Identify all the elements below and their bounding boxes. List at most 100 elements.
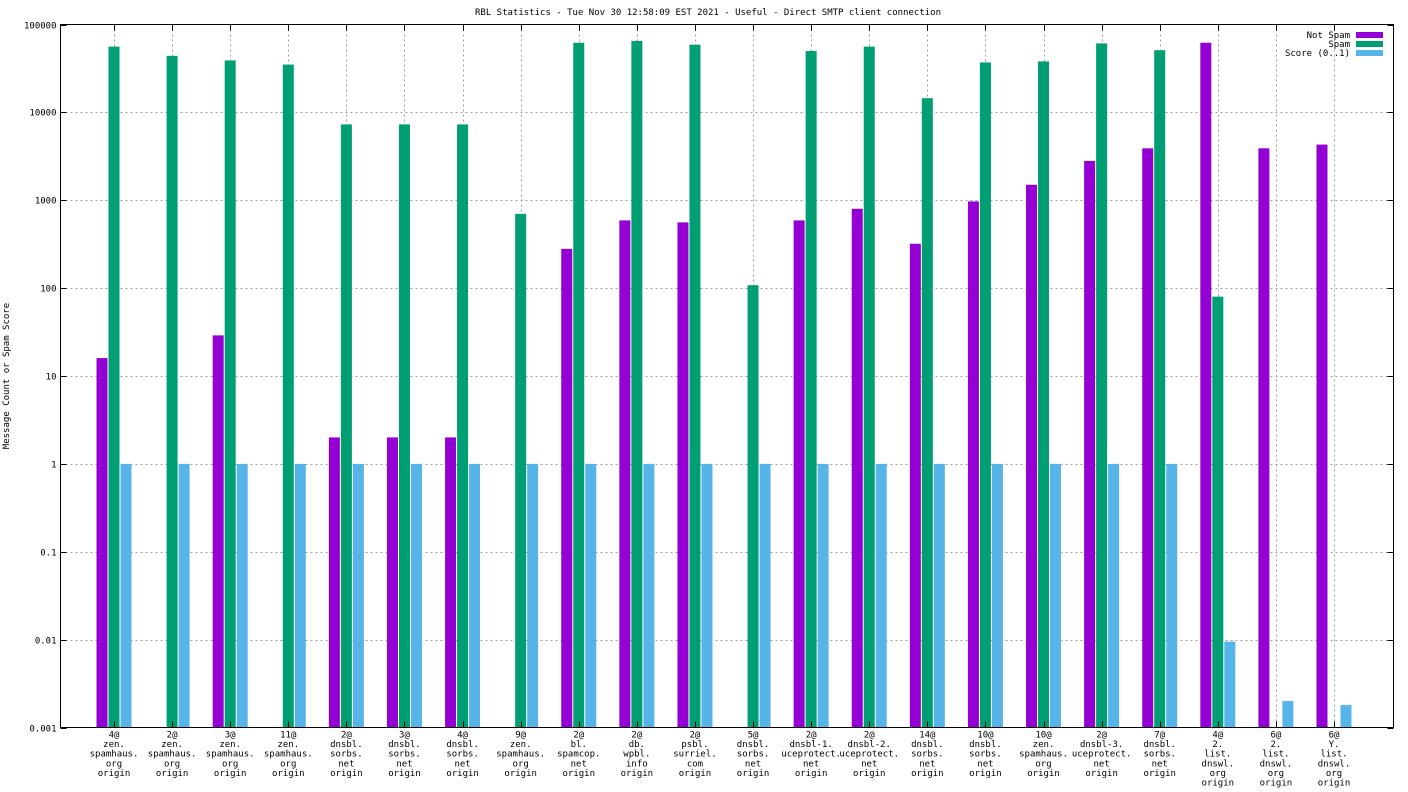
x-category-label: 5@ dnsbl. sorbs. net origin — [737, 731, 770, 779]
x-category-label-line: 4@ — [1212, 731, 1223, 741]
x-category-label-line: origin — [446, 769, 479, 779]
bar-spam — [108, 46, 120, 728]
bar-score-0-1 — [817, 463, 829, 728]
bar-score-0-1 — [701, 463, 713, 728]
x-category-label: 6@ Y. list. dnswl. org origin — [1318, 731, 1351, 789]
bar-score-0-1 — [875, 463, 887, 728]
x-category-label-line: dnsbl-2. — [848, 740, 891, 750]
x-category-label-line: dnsbl. — [446, 740, 479, 750]
y-tick-label: 10000 — [29, 109, 56, 119]
x-category-label-line: dnswl. — [1260, 759, 1293, 769]
x-category-label-line: list. — [1204, 750, 1231, 760]
x-category-label-line: 2@ — [1096, 731, 1107, 741]
x-category-label-line: origin — [1027, 769, 1060, 779]
x-category-label-line: net — [861, 759, 877, 769]
bar-not-spam — [445, 437, 457, 728]
x-category-label-line: info — [626, 759, 648, 769]
x-category-label-line: 10@ — [977, 731, 994, 741]
x-category-label-line: 4@ — [109, 731, 120, 741]
bar-spam — [921, 98, 933, 728]
x-category-label-line: spamhaus. — [90, 750, 139, 760]
x-category-label-line: origin — [969, 769, 1002, 779]
x-category-label-line: zen. — [277, 740, 299, 750]
bar-score-0-1 — [1050, 463, 1062, 728]
x-category-label-line: spamhaus. — [148, 750, 197, 760]
bar-not-spam — [1084, 160, 1096, 728]
legend-swatch — [1356, 41, 1383, 47]
x-category-label: 2@ bl. spamcop. net origin — [557, 731, 600, 779]
bar-score-0-1 — [178, 463, 190, 728]
x-category-label-line: sorbs. — [330, 750, 363, 760]
x-category-label-line: origin — [737, 769, 770, 779]
x-category-label-line: origin — [1085, 769, 1118, 779]
x-category-label-line: dnsbl. — [969, 740, 1002, 750]
x-category-label-line: uceprotect. — [839, 750, 899, 760]
x-category-label-line: 2@ — [341, 731, 352, 741]
x-category-label-line: uceprotect. — [1072, 750, 1132, 760]
bar-score-0-1 — [1282, 701, 1294, 728]
bar-score-0-1 — [1224, 641, 1236, 728]
y-axis-label: Message Count or Spam Score — [2, 303, 12, 449]
bar-not-spam — [851, 208, 863, 728]
x-category-label-line: dnsbl. — [1143, 740, 1176, 750]
bar-not-spam — [909, 243, 921, 728]
x-category-label-line: origin — [679, 769, 712, 779]
x-category-label-line: Y. — [1329, 740, 1340, 750]
x-category-label-line: 2@ — [631, 731, 642, 741]
x-category-label-line: 6@ — [1329, 731, 1340, 741]
bar-not-spam — [1026, 184, 1038, 728]
x-category-label-line: net — [571, 759, 587, 769]
bar-spam — [1154, 50, 1166, 728]
x-category-label-line: dnsbl-3. — [1080, 740, 1123, 750]
x-category-label-line: com — [687, 759, 703, 769]
grid-layer — [60, 24, 1394, 728]
bar-not-spam — [619, 220, 631, 728]
x-category-label-line: wpbl. — [623, 750, 650, 760]
bar-spam — [282, 64, 294, 728]
x-category-label-line: origin — [621, 769, 654, 779]
x-category-label: 2@ db. wpbl. info origin — [621, 731, 654, 779]
bar-spam — [340, 124, 352, 728]
x-category-label: 14@ dnsbl. sorbs. net origin — [911, 731, 944, 779]
bar-spam — [457, 124, 469, 728]
x-category-label-line: org — [164, 759, 180, 769]
bar-not-spam — [386, 437, 398, 728]
bar-spam — [747, 285, 759, 728]
bar-spam — [166, 55, 178, 728]
bar-spam — [398, 124, 410, 728]
x-category-label: 10@ zen. spamhaus. org origin — [1019, 731, 1068, 779]
x-category-label: 7@ dnsbl. sorbs. net origin — [1143, 731, 1176, 779]
legend-swatch — [1356, 32, 1383, 38]
x-category-label-line: zen. — [219, 740, 241, 750]
bar-score-0-1 — [1108, 463, 1120, 728]
bar-score-0-1 — [294, 463, 306, 728]
x-category-label: 2@ zen. spamhaus. org origin — [148, 731, 197, 779]
y-tick-label: 0.1 — [40, 549, 56, 559]
bar-spam — [863, 46, 875, 728]
x-category-label-line: origin — [330, 769, 363, 779]
x-category-label-line: psbl. — [681, 740, 708, 750]
x-category-label: 4@ 2. list. dnswl. org origin — [1202, 731, 1235, 789]
x-category-label-line: origin — [388, 769, 421, 779]
x-category-label-line: 3@ — [399, 731, 410, 741]
bar-spam — [1096, 43, 1108, 728]
bar-score-0-1 — [1340, 705, 1352, 728]
bar-spam — [689, 44, 701, 728]
legend-label: Spam — [1328, 40, 1350, 50]
x-category-label-line: 2@ — [167, 731, 178, 741]
x-category-label-line: net — [1093, 759, 1109, 769]
x-category-label: 2@ dnsbl. sorbs. net origin — [330, 731, 363, 779]
bar-score-0-1 — [469, 463, 481, 728]
x-category-label-line: origin — [911, 769, 944, 779]
x-category-label-line: list. — [1262, 750, 1289, 760]
x-category-label: 11@ zen. spamhaus. org origin — [264, 731, 313, 779]
bar-not-spam — [793, 220, 805, 728]
x-category-label-line: sorbs. — [969, 750, 1002, 760]
x-category-label-line: spamhaus. — [206, 750, 255, 760]
x-category-label: 2@ dnsbl-2. uceprotect. net origin — [839, 731, 899, 779]
bar-spam — [224, 60, 236, 728]
x-category-label-line: dnsbl. — [388, 740, 421, 750]
x-category-label-line: org — [1210, 769, 1226, 779]
